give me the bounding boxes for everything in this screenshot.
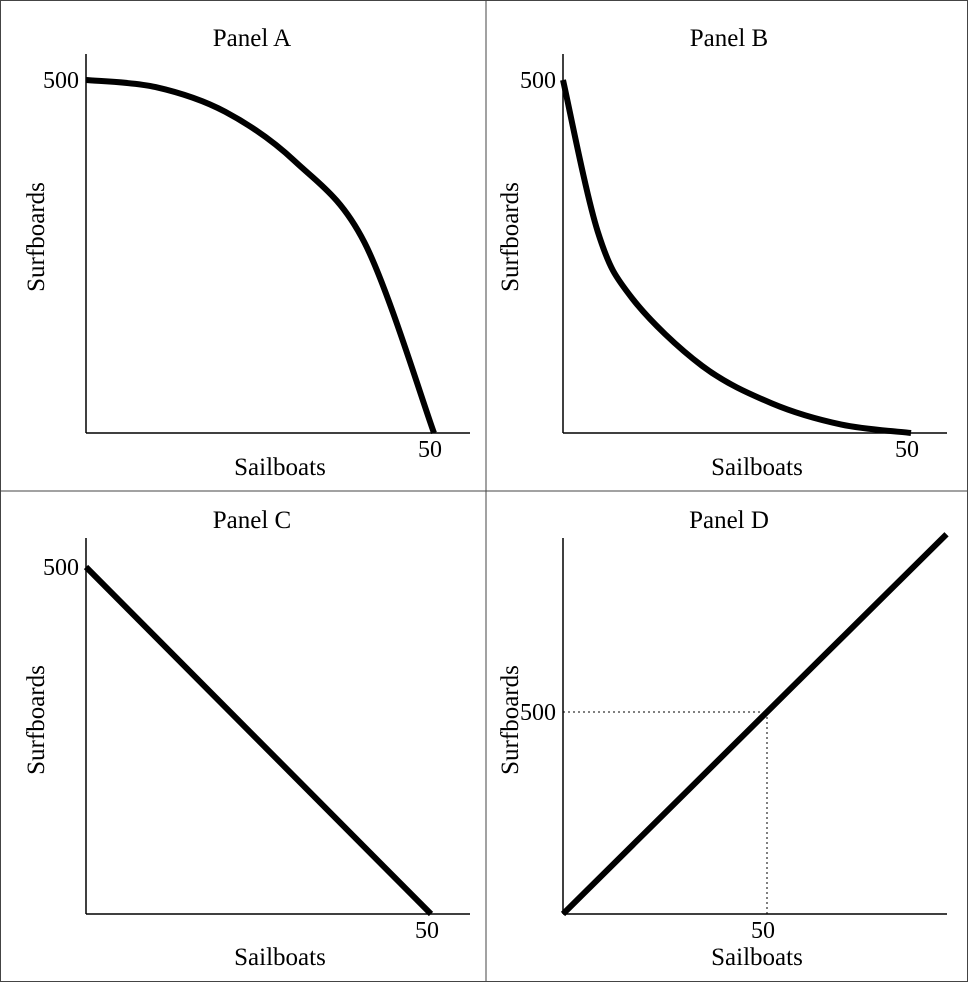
panel-d: Panel D Sailboats Surfboards 50 500 [497, 507, 949, 971]
x-tick-label: 50 [895, 437, 919, 463]
y-axis-label: Surfboards [23, 182, 50, 292]
x-axis-label: Sailboats [234, 454, 326, 481]
series-line [560, 532, 949, 917]
x-tick-label: 50 [418, 437, 442, 463]
series-line [85, 77, 437, 435]
y-axis-label: Surfboards [497, 182, 524, 292]
x-tick-label: 50 [415, 918, 439, 944]
panel-a: Panel A Sailboats Surfboards 50 500 [23, 25, 470, 481]
panel-title: Panel D [689, 507, 769, 534]
panel-title: Panel A [213, 25, 291, 52]
x-axis-label: Sailboats [711, 944, 803, 971]
panel-c: Panel C Sailboats Surfboards 50 500 [23, 507, 470, 971]
y-axis-label: Surfboards [497, 665, 524, 775]
y-tick-label: 500 [43, 68, 79, 94]
series-line [83, 564, 434, 917]
panel-b: Panel B Sailboats Surfboards 50 500 [497, 25, 947, 481]
x-axis-label: Sailboats [711, 454, 803, 481]
y-axis-label: Surfboards [23, 665, 50, 775]
y-tick-label: 500 [520, 68, 556, 94]
chart-panels: Panel A Sailboats Surfboards 50 500 Panel B Sa… [23, 25, 949, 971]
x-tick-label: 50 [751, 918, 775, 944]
y-tick-label: 500 [43, 555, 79, 581]
x-axis-label: Sailboats [234, 944, 326, 971]
y-tick-label: 500 [520, 700, 556, 726]
panel-title: Panel C [213, 507, 291, 534]
series-line [560, 79, 912, 436]
panel-title: Panel B [690, 25, 768, 52]
